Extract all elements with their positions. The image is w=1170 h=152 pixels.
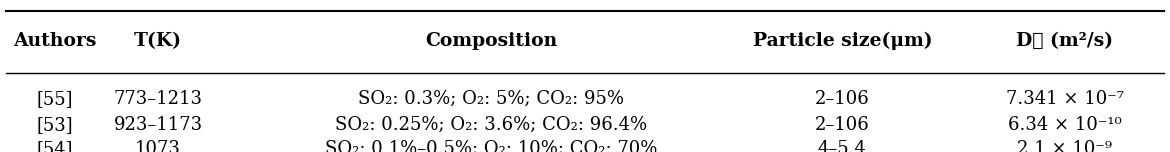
Text: 4–5.4: 4–5.4 (818, 140, 867, 152)
Text: 6.34 × 10⁻¹⁰: 6.34 × 10⁻¹⁰ (1007, 116, 1122, 134)
Text: SO₂: 0.1%–0.5%; O₂: 10%; CO₂: 70%: SO₂: 0.1%–0.5%; O₂: 10%; CO₂: 70% (325, 140, 658, 152)
Text: 7.341 × 10⁻⁷: 7.341 × 10⁻⁷ (1006, 90, 1123, 108)
Text: D⁥ (m²/s): D⁥ (m²/s) (1017, 32, 1113, 50)
Text: Authors: Authors (13, 32, 97, 50)
Text: Composition: Composition (425, 32, 558, 50)
Text: [53]: [53] (36, 116, 74, 134)
Text: SO₂: 0.25%; O₂: 3.6%; CO₂: 96.4%: SO₂: 0.25%; O₂: 3.6%; CO₂: 96.4% (336, 116, 647, 134)
Text: T(K): T(K) (133, 32, 183, 50)
Text: 1073: 1073 (135, 140, 181, 152)
Text: 2.1 × 10⁻⁹: 2.1 × 10⁻⁹ (1017, 140, 1113, 152)
Text: Particle size(μm): Particle size(μm) (752, 32, 932, 50)
Text: 2–106: 2–106 (815, 116, 869, 134)
Text: 773–1213: 773–1213 (113, 90, 202, 108)
Text: 2–106: 2–106 (815, 90, 869, 108)
Text: [54]: [54] (36, 140, 74, 152)
Text: [55]: [55] (36, 90, 74, 108)
Text: 923–1173: 923–1173 (113, 116, 202, 134)
Text: SO₂: 0.3%; O₂: 5%; CO₂: 95%: SO₂: 0.3%; O₂: 5%; CO₂: 95% (358, 90, 625, 108)
